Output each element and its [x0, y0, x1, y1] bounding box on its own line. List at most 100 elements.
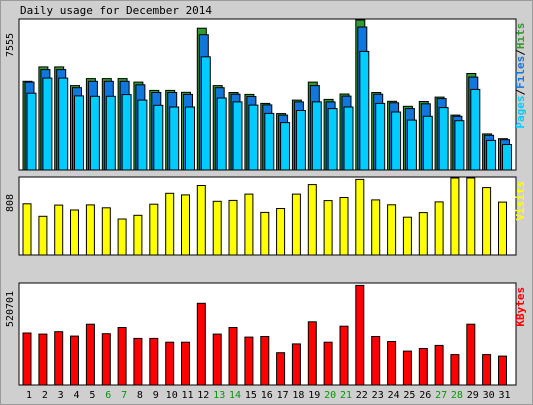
bar-visits-visits-day-20 — [323, 200, 333, 256]
axis-label-hits: Pages/Files/Hits — [514, 23, 527, 129]
day-label-26: 26 — [419, 390, 431, 401]
bar-kbytes-kbytes-day-30 — [482, 354, 492, 386]
bar-kbytes-kbytes-day-17 — [276, 352, 286, 386]
day-label-22: 22 — [356, 390, 368, 401]
axis-label-separator: / — [514, 49, 527, 56]
axis-label-separator: / — [514, 88, 527, 95]
bar-hits-pages-day-18 — [295, 110, 306, 171]
bar-visits-visits-day-25 — [402, 216, 412, 256]
bar-kbytes-kbytes-day-16 — [260, 336, 270, 386]
bar-hits-pages-day-22 — [359, 50, 370, 171]
bar-hits-pages-day-13 — [216, 97, 227, 171]
bar-visits-visits-day-28 — [450, 177, 460, 256]
bar-kbytes-kbytes-day-31 — [498, 355, 507, 386]
bar-visits-visits-day-27 — [434, 201, 444, 256]
bar-visits-visits-day-31 — [498, 201, 507, 256]
bar-hits-pages-day-17 — [280, 122, 291, 171]
day-label-16: 16 — [261, 390, 273, 401]
day-label-9: 9 — [153, 390, 159, 401]
bar-kbytes-kbytes-day-3 — [54, 331, 64, 386]
bar-hits-pages-day-26 — [422, 115, 433, 171]
bar-hits-pages-day-2 — [42, 77, 53, 171]
bar-kbytes-kbytes-day-22 — [355, 284, 365, 386]
bar-visits-visits-day-22 — [355, 178, 365, 256]
bar-hits-pages-day-21 — [343, 106, 354, 171]
bar-visits-visits-day-17 — [276, 208, 286, 256]
bar-kbytes-kbytes-day-9 — [149, 337, 159, 386]
day-label-31: 31 — [498, 390, 510, 401]
day-label-8: 8 — [137, 390, 143, 401]
bar-kbytes-kbytes-day-26 — [418, 348, 428, 386]
day-label-3: 3 — [58, 390, 64, 401]
bar-kbytes-kbytes-day-18 — [291, 343, 301, 386]
bar-visits-visits-day-19 — [307, 184, 317, 256]
bar-visits-visits-day-3 — [54, 204, 64, 256]
bar-kbytes-kbytes-day-10 — [165, 341, 175, 386]
bar-hits-pages-day-10 — [169, 106, 180, 171]
bar-visits-visits-day-10 — [165, 192, 175, 256]
bar-hits-pages-day-6 — [105, 95, 116, 171]
day-label-5: 5 — [89, 390, 95, 401]
bar-visits-visits-day-16 — [260, 211, 270, 256]
bar-kbytes-kbytes-day-25 — [402, 350, 412, 386]
bar-visits-visits-day-1 — [22, 203, 32, 256]
bar-hits-pages-day-7 — [121, 94, 132, 171]
axis-label-kbytes: KBytes — [514, 287, 527, 327]
day-label-13: 13 — [213, 390, 225, 401]
axis-label-part-pages: Pages — [514, 95, 527, 128]
bar-hits-pages-day-24 — [391, 111, 402, 171]
bar-hits-pages-day-14 — [232, 101, 243, 171]
max-label-hits: 7555 — [5, 33, 16, 57]
axis-label-part-files: Files — [514, 56, 527, 89]
bar-visits-visits-day-7 — [117, 218, 127, 256]
bar-visits-visits-day-29 — [466, 177, 476, 256]
bar-kbytes-kbytes-day-4 — [70, 335, 79, 386]
bar-hits-pages-day-5 — [89, 95, 100, 171]
bar-visits-visits-day-6 — [101, 207, 111, 256]
day-label-18: 18 — [292, 390, 304, 401]
bar-visits-visits-day-4 — [70, 209, 79, 256]
day-label-4: 4 — [73, 390, 79, 401]
bar-hits-pages-day-20 — [327, 108, 338, 171]
bar-visits-visits-day-24 — [387, 204, 397, 256]
axis-label-part-kbytes: KBytes — [514, 287, 527, 327]
bar-hits-pages-day-25 — [406, 119, 417, 171]
bar-kbytes-kbytes-day-29 — [466, 323, 476, 386]
bar-visits-visits-day-9 — [149, 203, 159, 256]
bar-kbytes-kbytes-day-13 — [212, 333, 222, 386]
day-label-19: 19 — [308, 390, 320, 401]
bar-kbytes-kbytes-day-23 — [371, 336, 381, 386]
bar-kbytes-kbytes-day-14 — [228, 327, 238, 386]
bar-hits-pages-day-23 — [375, 102, 386, 171]
day-label-23: 23 — [372, 390, 384, 401]
day-label-6: 6 — [105, 390, 111, 401]
day-label-24: 24 — [388, 390, 400, 401]
bar-hits-pages-day-4 — [74, 95, 84, 171]
bar-hits-pages-day-15 — [248, 104, 259, 171]
bar-kbytes-kbytes-day-5 — [85, 323, 95, 386]
bar-hits-pages-day-3 — [58, 77, 69, 171]
bar-hits-pages-day-29 — [470, 88, 481, 171]
bar-kbytes-kbytes-day-1 — [22, 332, 32, 386]
chart-title: Daily usage for December 2014 — [20, 4, 212, 17]
bar-hits-pages-day-30 — [486, 139, 497, 171]
max-label-visits: 808 — [5, 194, 16, 212]
day-label-12: 12 — [197, 390, 209, 401]
bar-visits-visits-day-14 — [228, 199, 238, 256]
day-label-20: 20 — [324, 390, 336, 401]
max-label-kbytes: 520701 — [5, 291, 16, 327]
day-label-1: 1 — [26, 390, 32, 401]
day-label-25: 25 — [403, 390, 415, 401]
day-label-15: 15 — [245, 390, 257, 401]
bar-visits-visits-day-2 — [38, 215, 48, 256]
bar-kbytes-kbytes-day-6 — [101, 333, 111, 386]
bar-hits-pages-day-16 — [264, 112, 275, 171]
bar-kbytes-kbytes-day-19 — [307, 321, 317, 386]
bar-visits-visits-day-8 — [133, 214, 143, 256]
bar-kbytes-kbytes-day-28 — [450, 354, 460, 386]
bar-hits-pages-day-11 — [185, 106, 195, 171]
bar-hits-pages-day-9 — [153, 104, 164, 171]
day-label-7: 7 — [121, 390, 127, 401]
bar-kbytes-kbytes-day-20 — [323, 341, 333, 386]
day-label-11: 11 — [181, 390, 193, 401]
